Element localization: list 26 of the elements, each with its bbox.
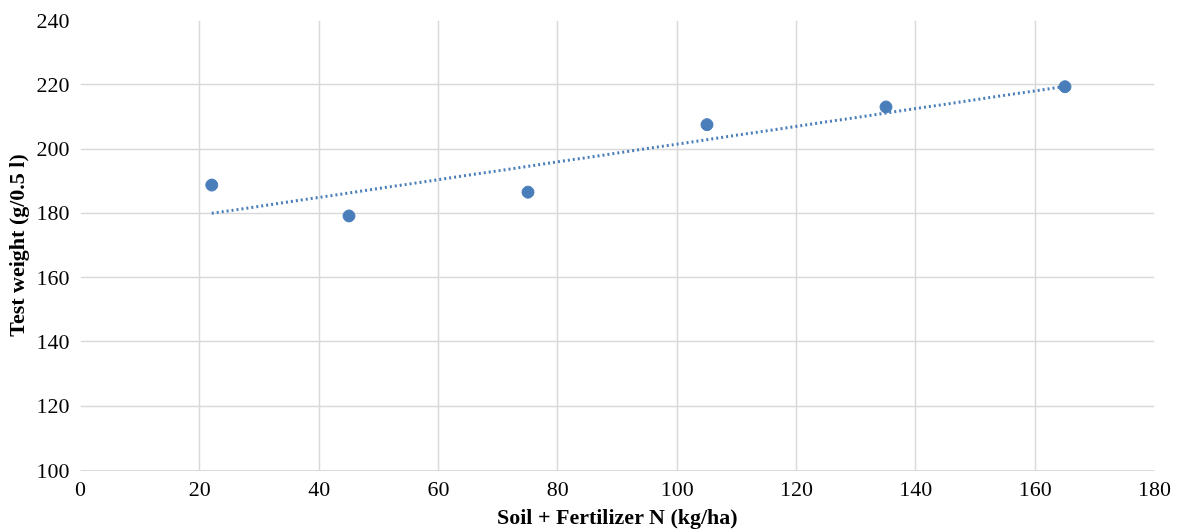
x-tick-label: 80	[546, 475, 569, 501]
y-tick-label: 120	[36, 393, 70, 419]
x-tick-label: 60	[427, 475, 450, 501]
y-tick-label: 100	[36, 457, 70, 483]
y-tick-label: 240	[36, 7, 70, 33]
point	[205, 178, 219, 192]
y-tick-label: 180	[36, 200, 70, 226]
point	[342, 209, 356, 223]
y-tick-label: 200	[36, 136, 70, 162]
point	[879, 100, 893, 114]
x-tick-label: 40	[308, 475, 331, 501]
y-tick-label: 140	[36, 328, 70, 354]
point	[521, 185, 535, 199]
x-tick-label: 160	[1018, 475, 1052, 501]
x-tick-label: 120	[780, 475, 813, 501]
x-tick-label: 180	[1138, 475, 1171, 501]
y-axis-title: Test weight (g/0.5 l)	[3, 154, 29, 337]
x-axis-title: Soil + Fertilizer N (kg/ha)	[496, 503, 738, 529]
x-tick-label: 20	[188, 475, 211, 501]
x-tick-label: 100	[660, 475, 694, 501]
y-tick-label: 220	[36, 71, 70, 97]
x-tick-label: 140	[899, 475, 933, 501]
point	[700, 118, 714, 132]
y-tick-label: 160	[36, 264, 70, 290]
point	[1058, 80, 1072, 94]
x-tick-label: 0	[75, 475, 86, 501]
